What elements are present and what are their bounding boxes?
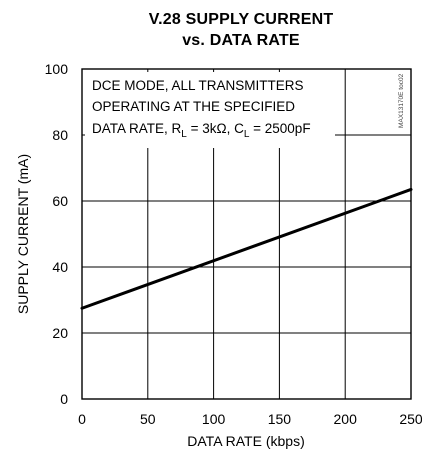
x-tick-label: 250 — [399, 411, 422, 427]
y-tick-label: 20 — [52, 325, 68, 341]
y-axis-label: SUPPLY CURRENT (mA) — [15, 154, 31, 314]
y-tick-label: 100 — [45, 61, 69, 77]
annotation-box-bg — [85, 72, 335, 148]
rl-value: = 3kΩ, C — [187, 121, 244, 136]
x-axis-label: DATA RATE (kbps) — [187, 433, 304, 449]
y-tick-label: 40 — [52, 259, 68, 275]
annotation-line-3-prefix: DATA RATE, R — [92, 121, 182, 136]
chart-title-line-1: V.28 SUPPLY CURRENT — [149, 11, 334, 28]
x-tick-label: 100 — [202, 411, 226, 427]
x-tick-label: 0 — [78, 411, 86, 427]
plot-frame — [81, 68, 412, 400]
x-tick-label: 200 — [334, 411, 358, 427]
supply-current-line — [80, 187, 413, 310]
y-tick-label: 80 — [52, 127, 68, 143]
x-tick-label: 50 — [140, 411, 156, 427]
x-tick-label: 150 — [268, 411, 292, 427]
series-layer — [80, 187, 413, 310]
annotation-line-3: DATA RATE, RL = 3kΩ, CL = 2500pF — [92, 121, 311, 140]
cl-value: = 2500pF — [249, 121, 310, 136]
cl-subscript: L — [244, 129, 250, 140]
y-tick-label: 60 — [52, 193, 68, 209]
annotation-line-1: DCE MODE, ALL TRANSMITTERS — [92, 78, 304, 93]
part-id-vertical-label: MAX13170E toc02 — [398, 73, 405, 128]
annotation-line-2: OPERATING AT THE SPECIFIED — [92, 99, 295, 114]
y-tick-label: 0 — [60, 391, 68, 407]
rl-subscript: L — [181, 129, 187, 140]
tick-layer: 0 50 100 150 200 250 0 20 40 60 80 100 — [45, 61, 422, 427]
chart-title-line-2: vs. DATA RATE — [182, 32, 300, 49]
